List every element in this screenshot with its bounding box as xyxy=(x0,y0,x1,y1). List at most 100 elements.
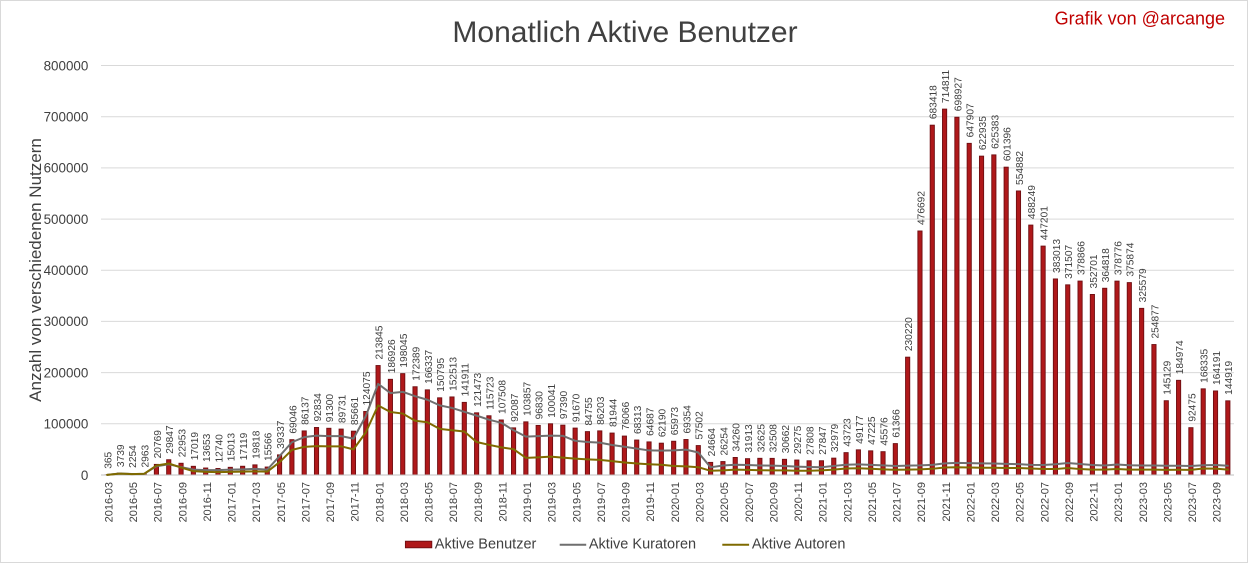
svg-text:62190: 62190 xyxy=(658,408,669,437)
svg-text:150795: 150795 xyxy=(436,357,447,391)
svg-text:115723: 115723 xyxy=(485,376,496,410)
svg-text:92087: 92087 xyxy=(510,393,521,422)
svg-text:2020-11: 2020-11 xyxy=(793,482,805,522)
svg-text:0: 0 xyxy=(81,468,88,483)
svg-text:69354: 69354 xyxy=(682,405,693,434)
svg-text:2020-03: 2020-03 xyxy=(694,482,706,522)
svg-text:Anzahl von verschiedenen Nutze: Anzahl von verschiedenen Nutzern xyxy=(26,138,45,402)
svg-text:43723: 43723 xyxy=(842,418,853,447)
svg-text:186926: 186926 xyxy=(387,339,398,373)
svg-text:17019: 17019 xyxy=(190,432,201,461)
svg-text:2022-01: 2022-01 xyxy=(965,482,977,522)
svg-text:352701: 352701 xyxy=(1089,254,1100,288)
svg-text:683418: 683418 xyxy=(929,85,940,119)
svg-text:2017-11: 2017-11 xyxy=(350,482,362,522)
svg-text:152513: 152513 xyxy=(448,357,459,391)
svg-text:2017-07: 2017-07 xyxy=(300,482,312,522)
svg-text:61366: 61366 xyxy=(892,409,903,438)
svg-text:2021-03: 2021-03 xyxy=(842,482,854,522)
svg-text:2021-07: 2021-07 xyxy=(892,482,904,522)
svg-text:2019-01: 2019-01 xyxy=(522,482,534,522)
svg-text:2016-09: 2016-09 xyxy=(177,482,189,522)
svg-text:198045: 198045 xyxy=(399,333,410,367)
svg-text:2017-01: 2017-01 xyxy=(227,482,239,522)
svg-text:141911: 141911 xyxy=(461,363,472,397)
svg-text:92834: 92834 xyxy=(313,393,324,422)
svg-text:2018-01: 2018-01 xyxy=(374,482,386,522)
svg-text:15013: 15013 xyxy=(227,433,238,462)
svg-text:371507: 371507 xyxy=(1064,245,1075,279)
svg-text:2018-03: 2018-03 xyxy=(399,482,411,522)
svg-text:13653: 13653 xyxy=(202,433,213,462)
svg-text:30662: 30662 xyxy=(781,425,792,454)
svg-text:365: 365 xyxy=(104,451,115,468)
svg-text:2023-09: 2023-09 xyxy=(1212,482,1224,522)
svg-text:Grafik von @arcange: Grafik von @arcange xyxy=(1055,8,1225,28)
svg-text:15566: 15566 xyxy=(264,432,275,461)
svg-text:625383: 625383 xyxy=(990,115,1001,149)
svg-text:107508: 107508 xyxy=(498,380,509,414)
svg-text:64687: 64687 xyxy=(645,407,656,436)
svg-text:27847: 27847 xyxy=(818,426,829,455)
svg-text:2018-11: 2018-11 xyxy=(497,482,509,522)
svg-text:39337: 39337 xyxy=(276,420,287,449)
svg-text:2023-05: 2023-05 xyxy=(1162,482,1174,522)
svg-text:714811: 714811 xyxy=(941,70,952,104)
svg-text:2019-11: 2019-11 xyxy=(645,482,657,522)
svg-text:47225: 47225 xyxy=(867,416,878,445)
svg-text:32625: 32625 xyxy=(756,424,767,453)
svg-text:103857: 103857 xyxy=(522,382,533,416)
svg-text:2016-07: 2016-07 xyxy=(153,482,165,522)
svg-text:32508: 32508 xyxy=(769,424,780,453)
svg-text:89731: 89731 xyxy=(338,394,349,423)
svg-text:Monatlich Aktive Benutzer: Monatlich Aktive Benutzer xyxy=(452,16,797,49)
svg-text:2019-07: 2019-07 xyxy=(596,482,608,522)
svg-text:172389: 172389 xyxy=(411,346,422,380)
svg-text:2016-11: 2016-11 xyxy=(202,482,214,522)
svg-text:91300: 91300 xyxy=(325,394,336,423)
svg-text:2020-09: 2020-09 xyxy=(768,482,780,522)
svg-text:32979: 32979 xyxy=(830,423,841,452)
svg-text:230220: 230220 xyxy=(904,317,915,351)
svg-text:647907: 647907 xyxy=(966,103,977,137)
svg-text:97390: 97390 xyxy=(559,390,570,419)
svg-text:19818: 19818 xyxy=(251,430,262,459)
svg-text:Aktive Autoren: Aktive Autoren xyxy=(752,537,846,553)
svg-text:2022-03: 2022-03 xyxy=(990,482,1002,522)
svg-text:325579: 325579 xyxy=(1138,268,1149,302)
svg-text:447201: 447201 xyxy=(1040,206,1051,240)
svg-text:86137: 86137 xyxy=(301,396,312,425)
svg-text:2016-05: 2016-05 xyxy=(128,482,140,522)
svg-text:2021-11: 2021-11 xyxy=(941,482,953,522)
svg-text:375874: 375874 xyxy=(1126,242,1137,276)
svg-text:500000: 500000 xyxy=(44,212,89,227)
svg-text:24664: 24664 xyxy=(707,428,718,457)
svg-text:2016-03: 2016-03 xyxy=(103,482,115,522)
svg-text:213845: 213845 xyxy=(374,325,385,359)
svg-text:2022-05: 2022-05 xyxy=(1015,482,1027,522)
svg-text:17119: 17119 xyxy=(239,432,250,460)
svg-text:800000: 800000 xyxy=(44,58,89,73)
svg-text:Aktive Kuratoren: Aktive Kuratoren xyxy=(589,537,696,553)
svg-text:65973: 65973 xyxy=(670,407,681,436)
svg-text:2023-03: 2023-03 xyxy=(1138,482,1150,522)
svg-text:378776: 378776 xyxy=(1113,241,1124,275)
svg-text:601396: 601396 xyxy=(1003,127,1014,161)
svg-text:300000: 300000 xyxy=(44,314,89,329)
svg-text:96830: 96830 xyxy=(535,391,546,420)
svg-text:20769: 20769 xyxy=(153,430,164,459)
svg-text:383013: 383013 xyxy=(1052,239,1063,273)
svg-text:698927: 698927 xyxy=(953,77,964,111)
svg-text:2020-01: 2020-01 xyxy=(670,482,682,522)
svg-text:49177: 49177 xyxy=(855,415,866,444)
svg-text:254877: 254877 xyxy=(1150,304,1161,338)
svg-text:622935: 622935 xyxy=(978,116,989,150)
svg-text:29275: 29275 xyxy=(793,425,804,454)
svg-text:100000: 100000 xyxy=(44,417,89,432)
svg-text:45576: 45576 xyxy=(879,417,890,446)
svg-text:2019-09: 2019-09 xyxy=(621,482,633,522)
svg-text:184974: 184974 xyxy=(1175,340,1186,374)
svg-text:145129: 145129 xyxy=(1163,360,1174,394)
svg-text:2021-05: 2021-05 xyxy=(867,482,879,522)
svg-text:554882: 554882 xyxy=(1015,151,1026,185)
